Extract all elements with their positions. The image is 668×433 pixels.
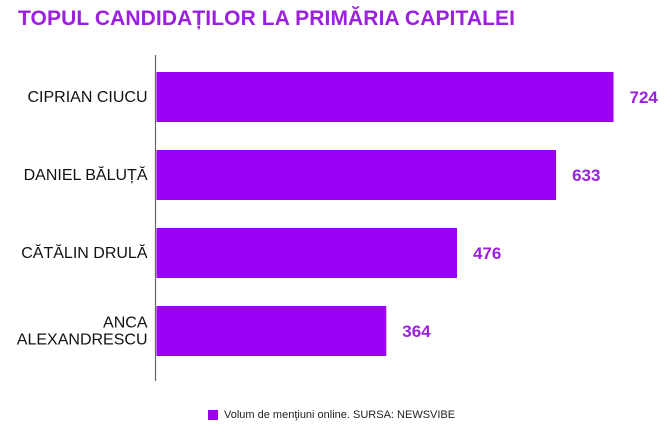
legend: Volum de menţiuni online. SURSA: NEWSVIB… — [208, 409, 455, 421]
bar — [156, 72, 614, 122]
chart-title: TOPUL CANDIDAȚILOR LA PRIMĂRIA CAPITALEI — [18, 7, 516, 30]
bar-chart: CIPRIAN CIUCU 724 DANIEL BĂLUȚĂ 633 CĂTĂLIN … — [17, 55, 659, 381]
bar — [156, 150, 557, 200]
category-label: DANIEL BĂLUȚĂ — [24, 165, 148, 184]
value-label: 724 — [630, 88, 659, 107]
value-label: 476 — [473, 244, 501, 263]
legend-swatch — [208, 410, 218, 420]
value-label: 364 — [402, 322, 431, 341]
value-label: 633 — [572, 166, 600, 185]
legend-label: Volum de menţiuni online. SURSA: NEWSVIB… — [224, 409, 456, 421]
bar — [156, 306, 387, 356]
category-label: CIPRIAN CIUCU — [27, 89, 147, 106]
category-label: ANCA — [103, 315, 148, 332]
bar — [156, 228, 457, 278]
category-label: CĂTĂLIN DRULĂ — [21, 243, 148, 262]
category-label: ALEXANDRESCU — [17, 332, 148, 349]
